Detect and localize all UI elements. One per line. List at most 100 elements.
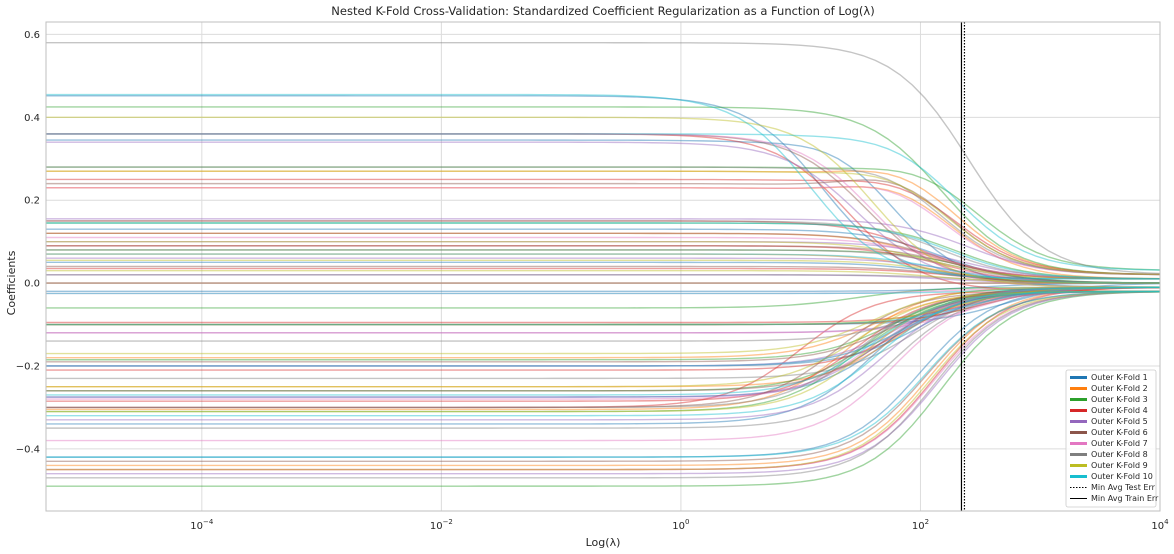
coefficient-path xyxy=(46,290,1161,402)
reference-lines xyxy=(960,22,966,511)
coefficient-path xyxy=(46,286,1161,355)
y-tick-label: 0.2 xyxy=(24,196,40,207)
legend: Outer K-Fold 1 Outer K-Fold 2 Outer K-Fold… xyxy=(1065,369,1159,508)
coefficient-path xyxy=(46,290,1161,396)
series-outer-k-fold-1 xyxy=(46,95,1161,458)
series-outer-k-fold-7 xyxy=(46,133,1161,471)
series-outer-k-fold-5 xyxy=(46,141,1161,475)
coefficient-path xyxy=(46,286,1161,326)
coefficient-path xyxy=(46,170,1161,276)
coefficient-path xyxy=(46,290,1161,413)
coefficient-path xyxy=(46,232,1161,280)
coefficient-path xyxy=(46,253,1161,284)
y-tick-label: 0.6 xyxy=(24,30,40,41)
legend-box xyxy=(1065,369,1157,508)
x-tick-label: 10−2 xyxy=(430,518,453,532)
y-tick-label: −0.2 xyxy=(16,361,40,372)
legend-entry-label: Outer K-Fold 6 xyxy=(1091,428,1148,437)
series-outer-k-fold-8 xyxy=(46,42,1161,479)
coefficient-path xyxy=(46,286,1161,334)
y-axis-label: Coefficients xyxy=(5,250,18,315)
coefficient-path xyxy=(46,290,1161,409)
series-outer-k-fold-9 xyxy=(46,116,1161,471)
coefficient-path xyxy=(46,286,1161,295)
coefficient-path xyxy=(46,257,1161,284)
coefficient-path xyxy=(46,291,1161,479)
coefficient-path xyxy=(46,286,1161,367)
legend-entry-label: Outer K-Fold 10 xyxy=(1091,472,1153,481)
legend-entry-label: Min Avg Train Err xyxy=(1091,494,1159,503)
coefficient-path xyxy=(46,291,1161,471)
legend-entry-label: Outer K-Fold 7 xyxy=(1091,439,1148,448)
coefficient-path xyxy=(46,106,1161,276)
coefficient-path xyxy=(46,133,1161,288)
x-axis-ticks: 10−4 10−2 100 102 104 xyxy=(190,518,1169,532)
coefficient-path xyxy=(46,220,1161,280)
x-tick-label: 102 xyxy=(912,518,929,532)
coefficient-path xyxy=(46,290,1161,417)
coefficient-path xyxy=(46,286,1161,371)
coefficient-path xyxy=(46,290,1161,413)
coefficient-path xyxy=(46,240,1161,280)
coefficient-path xyxy=(46,274,1161,284)
coefficient-path xyxy=(46,290,1161,462)
coefficient-path xyxy=(46,249,1161,284)
coefficient-path xyxy=(46,286,1161,326)
coefficient-path xyxy=(46,232,1161,280)
coefficient-path xyxy=(46,116,1161,288)
coefficient-path xyxy=(46,245,1161,284)
coefficient-path xyxy=(46,291,1161,487)
coefficient-path xyxy=(46,290,1161,421)
coefficient-path xyxy=(46,133,1161,271)
coefficient-path xyxy=(46,290,1161,388)
coefficient-path xyxy=(46,261,1161,284)
coefficient-path xyxy=(46,286,1161,342)
coefficient-path xyxy=(46,286,1161,361)
coefficient-path xyxy=(46,222,1161,280)
coefficient-lines xyxy=(46,42,1161,487)
coefficient-path xyxy=(46,282,1161,293)
coefficient-path xyxy=(46,141,1161,284)
coefficient-path xyxy=(46,286,1161,334)
coefficient-path xyxy=(46,240,1161,280)
coefficient-path xyxy=(46,269,1161,284)
chart-title: Nested K-Fold Cross-Validation: Standard… xyxy=(331,4,874,18)
x-tick-label: 10−4 xyxy=(190,518,214,532)
coefficient-path xyxy=(46,290,1160,409)
coefficient-path xyxy=(46,170,1161,276)
legend-entry-label: Outer K-Fold 3 xyxy=(1091,395,1148,404)
coefficient-path xyxy=(46,290,1161,398)
y-tick-label: −0.4 xyxy=(16,444,40,455)
coefficient-path xyxy=(46,290,1161,409)
legend-entry-label: Outer K-Fold 8 xyxy=(1091,450,1148,459)
legend-entry-label: Outer K-Fold 2 xyxy=(1091,384,1148,393)
coefficient-path xyxy=(46,245,1161,284)
coefficient-path xyxy=(46,282,1161,326)
series-outer-k-fold-3 xyxy=(46,106,1161,487)
coefficient-path xyxy=(46,290,1161,359)
y-tick-label: 0.4 xyxy=(24,113,40,124)
series-outer-k-fold-4 xyxy=(46,133,1161,471)
coefficient-path xyxy=(46,166,1161,276)
coefficient-path xyxy=(46,220,1161,280)
legend-entry-label: Min Avg Test Err xyxy=(1091,483,1156,492)
coefficient-path xyxy=(46,286,1161,326)
series-outer-k-fold-6 xyxy=(46,133,1161,462)
coefficient-path xyxy=(46,179,1161,276)
coefficient-path xyxy=(46,286,1160,309)
plot-area xyxy=(45,21,1161,512)
coefficient-path xyxy=(46,286,1161,425)
coefficient-path xyxy=(46,290,1161,392)
coefficient-path xyxy=(46,290,1161,400)
coefficient-path xyxy=(46,42,1161,275)
coefficient-path xyxy=(46,218,1161,276)
coefficient-path xyxy=(46,265,1161,284)
coefficient-path xyxy=(46,178,1161,276)
coefficient-path xyxy=(46,290,1161,392)
coefficient-path xyxy=(46,236,1161,280)
legend-entry-label: Outer K-Fold 9 xyxy=(1091,461,1148,470)
x-axis-label: Log(λ) xyxy=(586,536,621,549)
coefficient-path xyxy=(46,253,1161,284)
coefficient-path xyxy=(46,286,1161,295)
